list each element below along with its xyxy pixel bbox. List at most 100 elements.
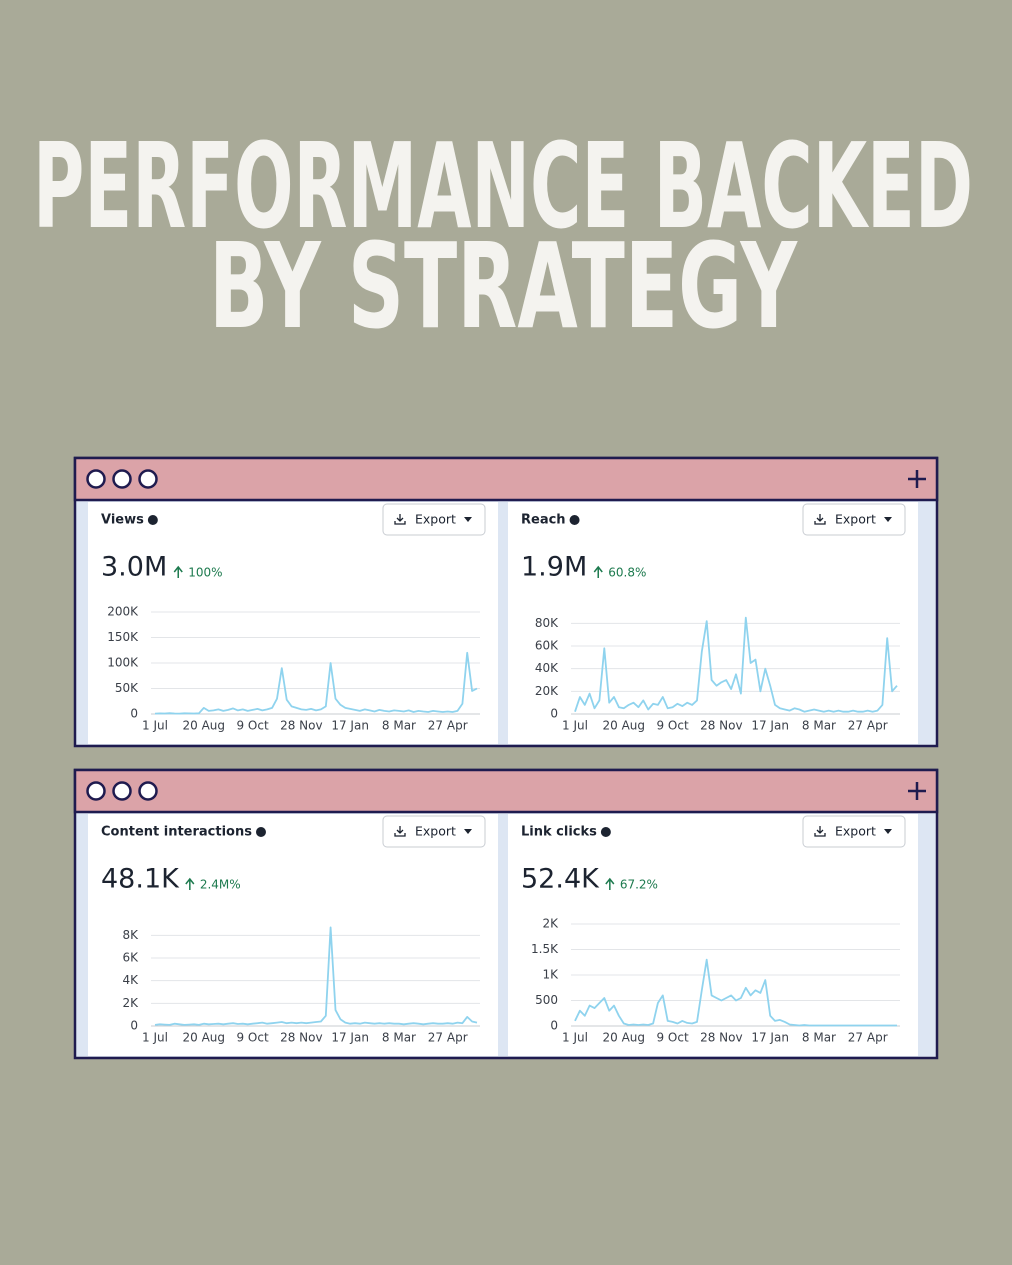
change-value: 67.2% xyxy=(620,878,658,892)
x-tick-label: 28 Nov xyxy=(700,719,743,733)
y-tick-label: 2K xyxy=(122,996,139,1010)
y-tick-label: 8K xyxy=(122,928,139,942)
y-tick-label: 0 xyxy=(130,1019,138,1033)
x-tick-label: 1 Jul xyxy=(562,1031,588,1045)
panel-title: Views xyxy=(101,513,144,528)
x-tick-label: 20 Aug xyxy=(183,1031,226,1045)
export-button[interactable] xyxy=(382,503,486,536)
plus-icon[interactable] xyxy=(908,470,926,488)
export-button[interactable] xyxy=(382,815,486,848)
x-tick-label: 8 Mar xyxy=(802,1031,836,1045)
caret-icon xyxy=(464,829,472,834)
x-tick-label: 1 Jul xyxy=(562,719,588,733)
x-tick-label: 8 Mar xyxy=(382,1031,416,1045)
y-tick-label: 100K xyxy=(107,656,139,670)
y-tick-label: 60K xyxy=(535,639,559,653)
x-tick-label: 9 Oct xyxy=(656,719,688,733)
headline: BY STRATEGY xyxy=(209,217,798,355)
up-arrow xyxy=(173,565,183,578)
data-line xyxy=(574,958,897,1027)
x-tick-label: 8 Mar xyxy=(382,719,416,733)
up-arrow xyxy=(185,877,195,890)
window-dot[interactable] xyxy=(86,781,106,801)
total-value: 52.4K xyxy=(521,864,600,895)
export-label[interactable]: Export xyxy=(415,824,456,839)
caret-icon xyxy=(884,829,892,834)
window-header xyxy=(73,768,939,814)
plus-icon[interactable] xyxy=(908,782,926,800)
info-icon[interactable] xyxy=(600,827,611,837)
data-line xyxy=(574,616,898,713)
caret-icon xyxy=(464,517,472,522)
y-tick-label: 0 xyxy=(130,707,138,721)
panel xyxy=(88,502,498,744)
x-tick-label: 8 Mar xyxy=(802,719,836,733)
change-value: 100% xyxy=(188,566,222,580)
window-dot[interactable] xyxy=(138,469,158,489)
x-tick-label: 20 Aug xyxy=(183,719,226,733)
y-tick-label: 1K xyxy=(542,968,559,982)
x-tick-label: 28 Nov xyxy=(280,719,323,733)
data-line xyxy=(154,651,478,715)
x-tick-label: 27 Apr xyxy=(428,719,468,733)
panel-title: Content interactions xyxy=(101,825,252,840)
x-tick-label: 20 Aug xyxy=(603,1031,646,1045)
x-tick-label: 17 Jan xyxy=(331,719,369,733)
x-tick-label: 17 Jan xyxy=(751,1031,789,1045)
export-button[interactable] xyxy=(802,815,906,848)
y-tick-label: 20K xyxy=(535,684,559,698)
window-header xyxy=(73,456,939,502)
y-tick-label: 4K xyxy=(122,973,139,987)
x-tick-label: 27 Apr xyxy=(848,1031,888,1045)
window-dot[interactable] xyxy=(112,469,132,489)
x-tick-label: 9 Oct xyxy=(236,1031,268,1045)
change-value: 2.4M% xyxy=(200,878,241,892)
download-icon xyxy=(394,514,406,525)
window-dot[interactable] xyxy=(86,469,106,489)
y-tick-label: 200K xyxy=(107,605,139,619)
export-label[interactable]: Export xyxy=(415,512,456,527)
headline: PERFORMANCE BACKED xyxy=(33,117,973,255)
y-tick-label: 1.5K xyxy=(531,942,559,956)
y-tick-label: 6K xyxy=(122,951,139,965)
download-icon xyxy=(394,826,406,837)
panel-title: Link clicks xyxy=(521,825,597,840)
info-icon[interactable] xyxy=(569,515,580,525)
info-icon[interactable] xyxy=(147,515,158,525)
data-line xyxy=(154,926,478,1026)
y-tick-label: 40K xyxy=(535,661,559,675)
window-dot[interactable] xyxy=(138,781,158,801)
export-label[interactable]: Export xyxy=(835,512,876,527)
x-tick-label: 20 Aug xyxy=(603,719,646,733)
x-tick-label: 1 Jul xyxy=(142,719,168,733)
download-icon xyxy=(814,826,826,837)
info-icon[interactable] xyxy=(255,827,266,837)
export-label[interactable]: Export xyxy=(835,824,876,839)
y-tick-label: 80K xyxy=(535,616,559,630)
y-tick-label: 0 xyxy=(550,707,558,721)
up-arrow xyxy=(605,877,615,890)
y-tick-label: 500 xyxy=(535,993,558,1007)
panel xyxy=(508,814,918,1056)
total-value: 1.9M xyxy=(521,552,587,583)
y-tick-label: 2K xyxy=(542,917,559,931)
window-dot[interactable] xyxy=(112,781,132,801)
total-value: 3.0M xyxy=(101,552,167,583)
x-tick-label: 9 Oct xyxy=(656,1031,688,1045)
change-value: 60.8% xyxy=(608,566,646,580)
export-button[interactable] xyxy=(802,503,906,536)
y-tick-label: 0 xyxy=(550,1019,558,1033)
x-tick-label: 27 Apr xyxy=(428,1031,468,1045)
x-tick-label: 28 Nov xyxy=(280,1031,323,1045)
x-tick-label: 28 Nov xyxy=(700,1031,743,1045)
download-icon xyxy=(814,514,826,525)
x-tick-label: 9 Oct xyxy=(236,719,268,733)
x-tick-label: 27 Apr xyxy=(848,719,888,733)
y-tick-label: 150K xyxy=(107,630,139,644)
y-tick-label: 50K xyxy=(115,681,139,695)
up-arrow xyxy=(593,565,603,578)
x-tick-label: 1 Jul xyxy=(142,1031,168,1045)
x-tick-label: 17 Jan xyxy=(331,1031,369,1045)
